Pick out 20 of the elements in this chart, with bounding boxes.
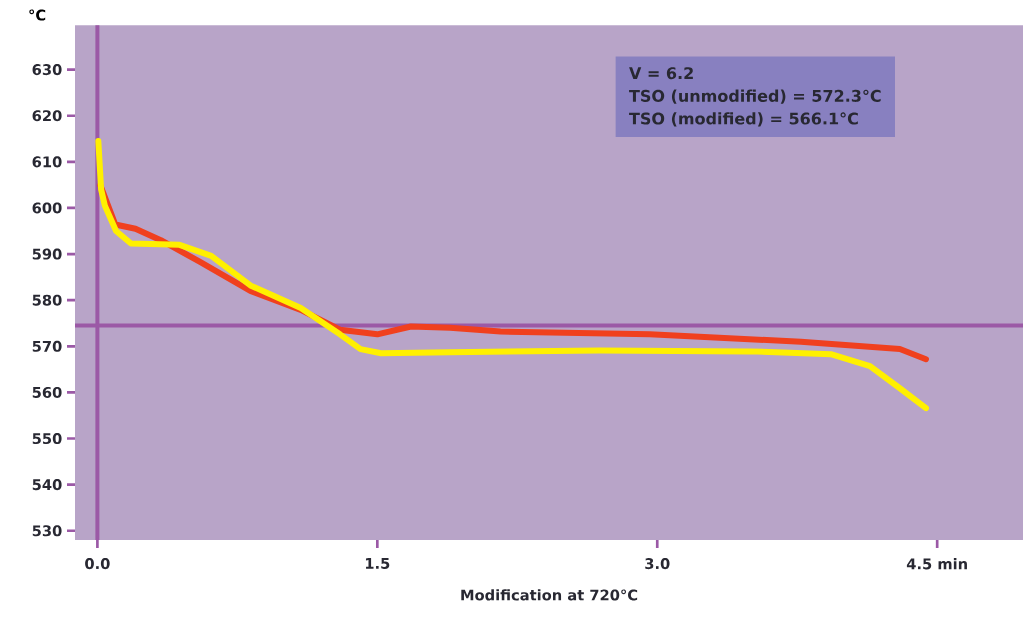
y-tick-label: 620 [32,110,62,122]
y-tick-label: 600 [32,202,62,214]
y-axis-title: °C [29,9,46,21]
annotation: TSO (unmodified) = 572.3°C [629,89,881,104]
x-tick-label: 3.0 [645,558,670,570]
annotation: V = 6.2 [629,67,693,80]
annotation: TSO (modified) = 566.1°C [629,112,858,127]
y-tick-label: 540 [32,479,62,491]
y-tick-label: 580 [32,294,62,306]
x-axis-title: Modification at 720°C [461,589,638,601]
y-tick-label: 570 [32,340,62,352]
x-tick-label: 1.5 [365,558,390,569]
y-tick-label: 610 [32,156,62,168]
y-tick-label: 560 [32,386,62,398]
y-tick-label: 630 [32,64,62,76]
y-tick-label: 530 [32,525,62,537]
x-tick-label: 0.0 [85,558,110,570]
y-tick-label: 550 [32,433,62,445]
x-tick-label: 4.5 min [906,558,967,570]
y-tick-label: 590 [32,248,62,260]
